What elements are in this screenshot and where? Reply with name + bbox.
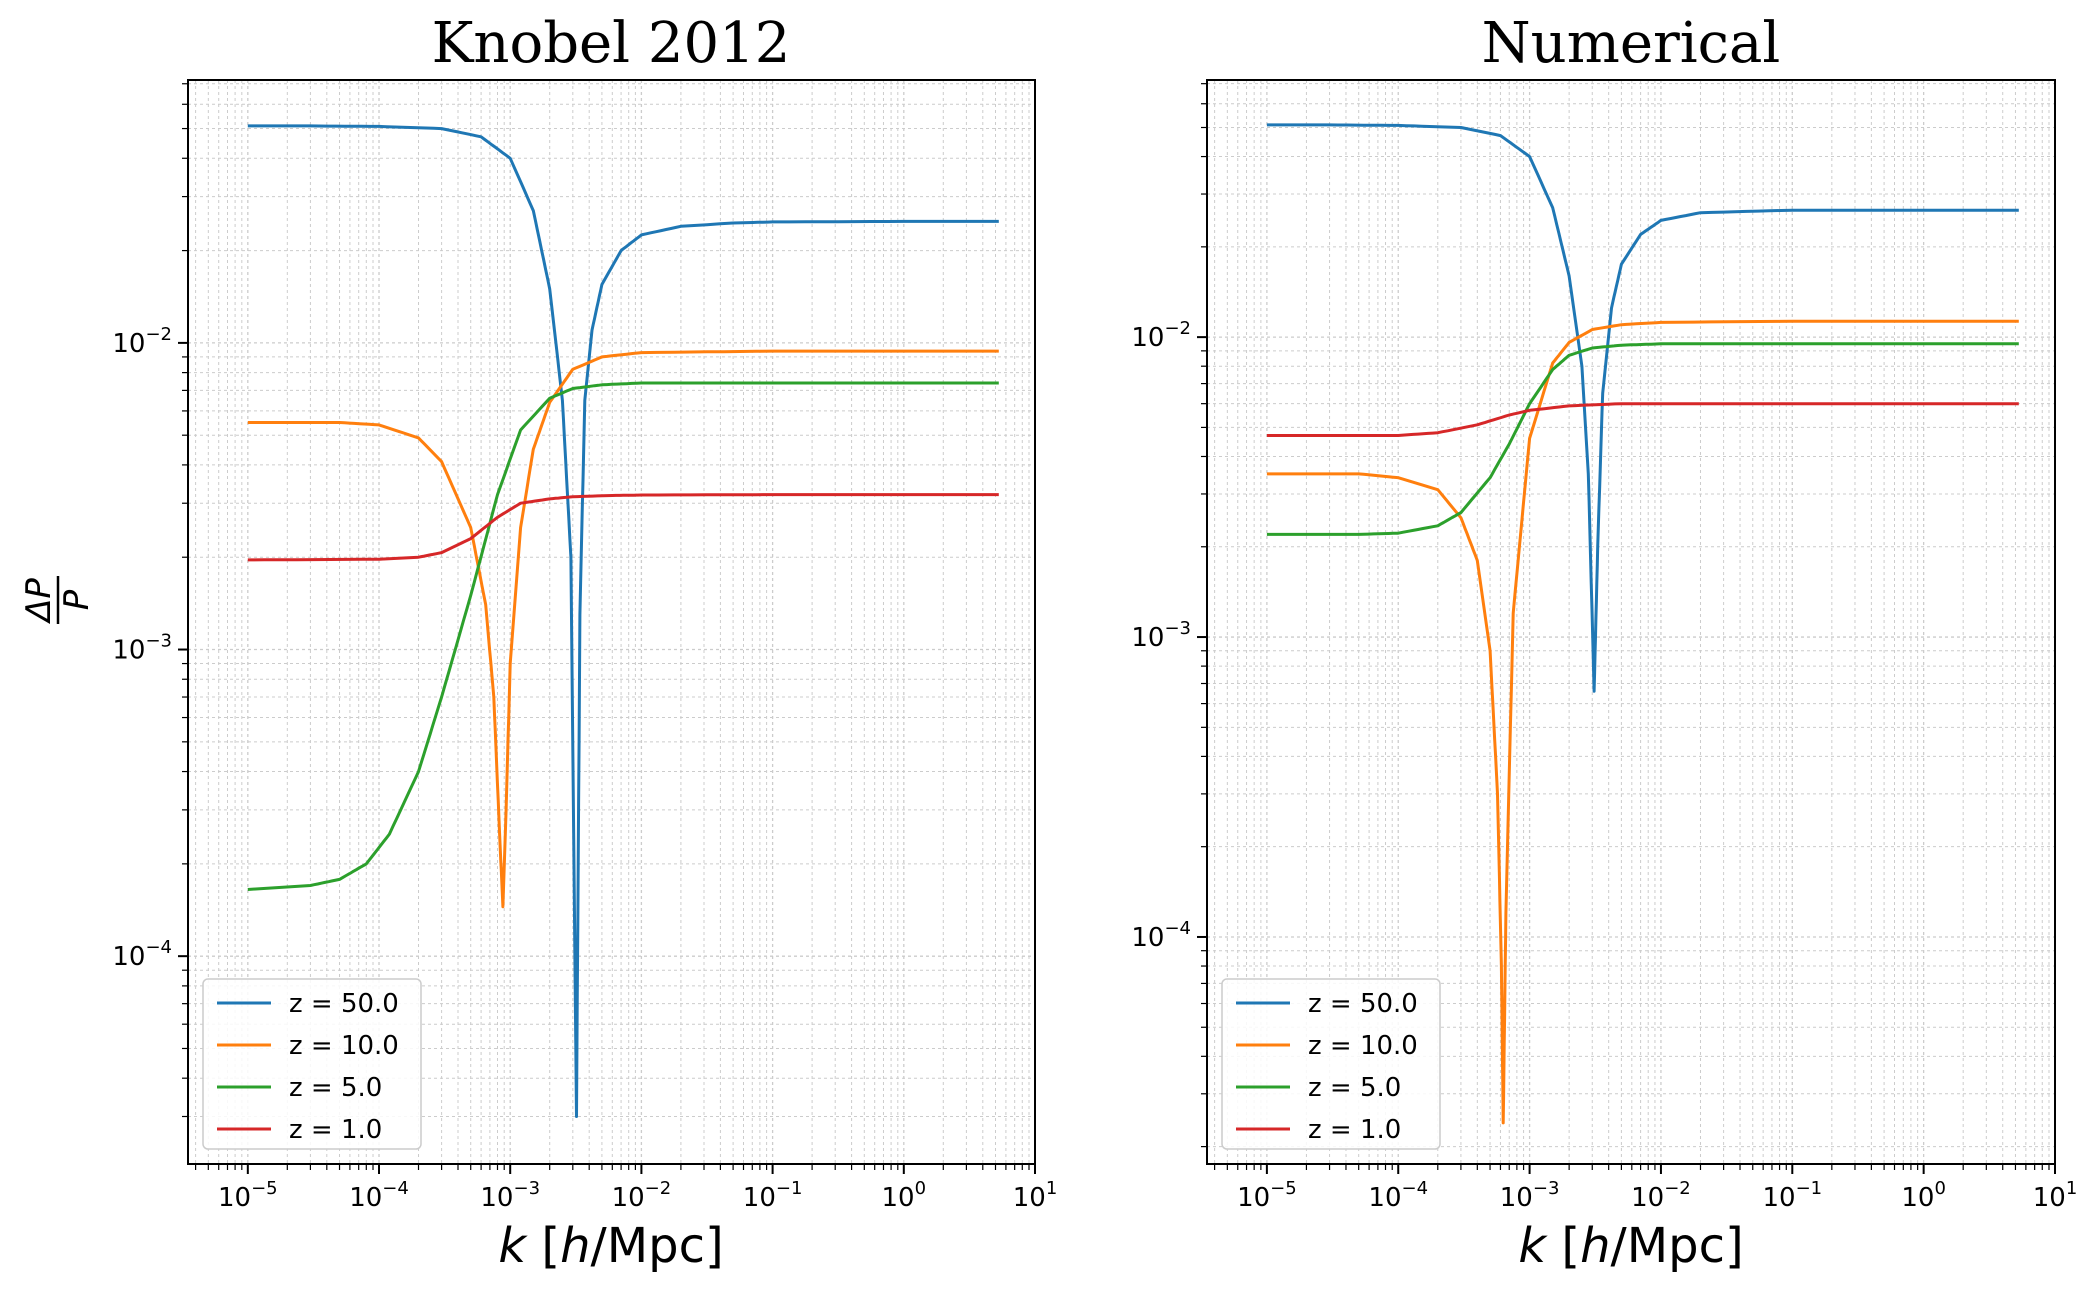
x-tick-label: 100 (1901, 1178, 1946, 1213)
plot-frame (187, 79, 1036, 1165)
y-tick-label: 10−3 (1131, 618, 1191, 653)
series-line-z-10-0 (247, 349, 999, 909)
legend-label: z = 50.0 (289, 989, 399, 1019)
series-group (1266, 123, 2019, 1125)
y-axis-label: ΔP P (19, 576, 97, 625)
legend-label: z = 1.0 (1308, 1115, 1401, 1145)
x-tick-label: 10−4 (1368, 1178, 1428, 1213)
x-tick-label: 101 (2033, 1178, 2078, 1213)
grid (188, 80, 1036, 1164)
panel-numerical: Numerical 10−5 10−4 10−3 10−2 10−1 100 101 10−4… (1131, 11, 2077, 1274)
legend-label: z = 10.0 (289, 1031, 399, 1061)
x-axis-label: k [h/Mpc] (498, 1218, 723, 1274)
legend-label: z = 1.0 (289, 1115, 382, 1145)
x-tick-label: 10−2 (612, 1178, 672, 1213)
svg-text:k [h/Mpc]: k [h/Mpc] (498, 1218, 723, 1274)
y-tick-label: 10−4 (1131, 918, 1191, 953)
panel-knobel-2012: Knobel 2012 10−5 10−4 10−3 10−2 10−1 100 10110… (112, 11, 1057, 1274)
x-tick-label: 10−3 (480, 1178, 540, 1213)
y-tick-label: 10−3 (112, 631, 172, 666)
svg-text:k [h/Mpc]: k [h/Mpc] (1518, 1218, 1743, 1274)
legend-label: z = 10.0 (1308, 1031, 1418, 1061)
x-tick-label: 10−1 (1762, 1178, 1822, 1213)
series-group (247, 124, 999, 1118)
series-line-z-10-0 (1266, 319, 2019, 1125)
x-tick-label: 10−2 (1631, 1178, 1691, 1213)
legend-label: z = 50.0 (1308, 989, 1418, 1019)
x-tick-label: 10−3 (1500, 1178, 1560, 1213)
x-tick-label: 10−4 (349, 1178, 409, 1213)
y-axis-label-denominator: P (57, 589, 97, 610)
legend-label: z = 5.0 (289, 1073, 382, 1103)
y-tick-label: 10−4 (112, 937, 172, 972)
series-line-z-5-0 (1266, 342, 2019, 536)
y-tick-label: 10−2 (112, 324, 172, 359)
y-tick-label: 10−2 (1131, 318, 1191, 353)
legend-label: z = 5.0 (1308, 1073, 1401, 1103)
series-line-z-1-0 (1266, 402, 2019, 437)
legend-box (202, 978, 422, 1150)
legend-box (1221, 978, 1441, 1150)
x-tick-label: 10−5 (1237, 1178, 1297, 1213)
y-axis-label-numerator: ΔP (19, 578, 59, 625)
series-line-z-50-0 (247, 124, 999, 1118)
series-line-z-50-0 (1266, 123, 2019, 693)
x-tick-label: 100 (882, 1178, 927, 1213)
axis-ticks: 10−5 10−4 10−3 10−2 10−1 100 101 10−4 10−3 10−2 (112, 83, 1058, 1213)
legend: z = 50.0 z = 10.0 z = 5.0 z = 1.0 (1221, 978, 1441, 1150)
plot-frame (1206, 79, 2056, 1165)
series-line-z-1-0 (247, 493, 999, 562)
series-line-z-5-0 (247, 381, 999, 891)
x-tick-label: 101 (1013, 1178, 1058, 1213)
legend: z = 50.0 z = 10.0 z = 5.0 z = 1.0 (202, 978, 422, 1150)
chart-title: Numerical (1482, 11, 1781, 76)
chart-title: Knobel 2012 (432, 11, 791, 76)
x-axis-label: k [h/Mpc] (1518, 1218, 1743, 1274)
x-tick-label: 10−5 (218, 1178, 278, 1213)
x-tick-label: 10−1 (743, 1178, 803, 1213)
axis-ticks: 10−5 10−4 10−3 10−2 10−1 100 101 10−4 10−3 10−2 (1131, 83, 2078, 1213)
